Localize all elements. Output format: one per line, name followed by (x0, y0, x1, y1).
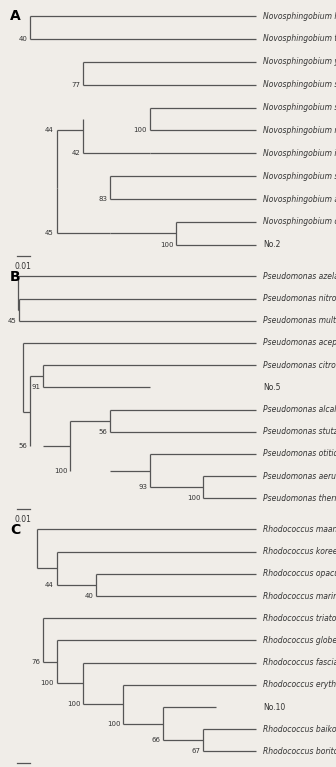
Text: 77: 77 (72, 81, 81, 87)
Text: 56: 56 (98, 429, 107, 435)
Text: 67: 67 (191, 749, 200, 755)
Text: Pseudomonas thermaerum: Pseudomonas thermaerum (263, 494, 336, 503)
Text: Novosphingobium taihuense: Novosphingobium taihuense (263, 35, 336, 44)
Text: B: B (10, 270, 20, 284)
Text: A: A (10, 9, 21, 23)
Text: 42: 42 (72, 150, 81, 156)
Text: 56: 56 (18, 443, 27, 449)
Text: 45: 45 (8, 318, 17, 324)
Text: 100: 100 (134, 127, 147, 133)
Text: Rhodococcus marinonascens: Rhodococcus marinonascens (263, 591, 336, 601)
Text: Novosphingobium subarcticum: Novosphingobium subarcticum (263, 103, 336, 112)
Text: 100: 100 (107, 721, 120, 726)
Text: 76: 76 (32, 659, 41, 665)
Text: Rhodococcus koreensis: Rhodococcus koreensis (263, 547, 336, 556)
Text: Pseudomonas aeruginosa: Pseudomonas aeruginosa (263, 472, 336, 481)
Text: 100: 100 (40, 680, 54, 686)
Text: Novosphingobium hassiacum: Novosphingobium hassiacum (263, 12, 336, 21)
Text: 40: 40 (85, 593, 94, 599)
Text: Novosphingobium mathurensis: Novosphingobium mathurensis (263, 126, 336, 135)
Text: 100: 100 (160, 242, 174, 248)
Text: Pseudomonas alcaligenes: Pseudomonas alcaligenes (263, 405, 336, 414)
Text: 100: 100 (67, 701, 81, 707)
Text: 66: 66 (151, 737, 160, 743)
Text: C: C (10, 523, 20, 537)
Text: 0.01: 0.01 (15, 262, 32, 271)
Text: 83: 83 (98, 196, 107, 202)
Text: 91: 91 (32, 384, 41, 390)
Text: 0.01: 0.01 (15, 515, 32, 524)
Text: No.2: No.2 (263, 240, 280, 249)
Text: Pseudomonas nitroreducens: Pseudomonas nitroreducens (263, 294, 336, 303)
Text: Pseudomonas multiresinivorans: Pseudomonas multiresinivorans (263, 316, 336, 325)
Text: 93: 93 (138, 484, 147, 490)
Text: Novosphingobium aromaticivorans: Novosphingobium aromaticivorans (263, 195, 336, 203)
Text: Pseudomonas otitidis: Pseudomonas otitidis (263, 449, 336, 459)
Text: 40: 40 (18, 36, 27, 42)
Text: Pseudomonas acephalitica: Pseudomonas acephalitica (263, 338, 336, 347)
Text: Novosphingobium stygium: Novosphingobium stygium (263, 80, 336, 89)
Text: Pseudomonas azelaica: Pseudomonas azelaica (263, 272, 336, 281)
Text: Novosphingobium yangbajingensns: Novosphingobium yangbajingensns (263, 58, 336, 66)
Text: No.5: No.5 (263, 383, 280, 392)
Text: Rhodococcus globerulus: Rhodococcus globerulus (263, 636, 336, 645)
Text: 100: 100 (54, 468, 67, 473)
Text: 44: 44 (45, 127, 54, 133)
Text: Rhodococcus triatomae: Rhodococcus triatomae (263, 614, 336, 623)
Text: No.10: No.10 (263, 703, 285, 712)
Text: Rhodococcus opacus: Rhodococcus opacus (263, 569, 336, 578)
Text: Rhodococcus baikonurensis: Rhodococcus baikonurensis (263, 725, 336, 734)
Text: Novosphingobium indicum: Novosphingobium indicum (263, 149, 336, 158)
Text: 45: 45 (45, 230, 54, 236)
Text: Novosphingobium subterraneum: Novosphingobium subterraneum (263, 172, 336, 181)
Text: Pseudomonas citronellolis: Pseudomonas citronellolis (263, 360, 336, 370)
Text: 44: 44 (45, 582, 54, 588)
Text: Rhodococcus boritolerans: Rhodococcus boritolerans (263, 747, 336, 756)
Text: Rhodococcus fascians: Rhodococcus fascians (263, 658, 336, 667)
Text: Novosphingobium capsulatum: Novosphingobium capsulatum (263, 217, 336, 226)
Text: Rhodococcus maanshanensis: Rhodococcus maanshanensis (263, 525, 336, 534)
Text: 100: 100 (187, 495, 200, 502)
Text: Pseudomonas stutzeri: Pseudomonas stutzeri (263, 427, 336, 436)
Text: Rhodococcus erythropolis: Rhodococcus erythropolis (263, 680, 336, 690)
